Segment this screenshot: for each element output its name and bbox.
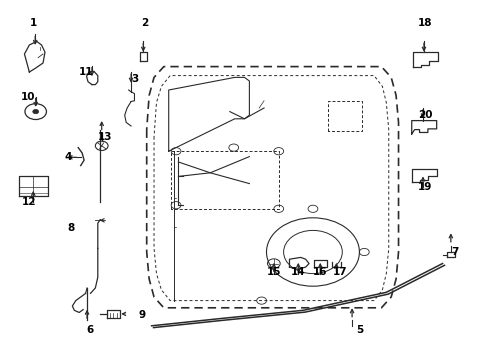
Text: 17: 17 bbox=[332, 267, 346, 277]
Text: 20: 20 bbox=[417, 110, 432, 120]
Text: 15: 15 bbox=[266, 267, 281, 277]
Text: 8: 8 bbox=[67, 222, 74, 233]
Text: 18: 18 bbox=[417, 18, 432, 28]
Text: 7: 7 bbox=[450, 247, 458, 257]
Text: 13: 13 bbox=[98, 132, 112, 142]
Text: 12: 12 bbox=[22, 197, 37, 207]
Circle shape bbox=[33, 109, 39, 114]
Text: 1: 1 bbox=[30, 18, 37, 28]
Text: 6: 6 bbox=[87, 325, 94, 336]
Text: 19: 19 bbox=[417, 182, 432, 192]
Text: 14: 14 bbox=[290, 267, 305, 277]
Text: 2: 2 bbox=[141, 18, 147, 28]
Text: 16: 16 bbox=[312, 267, 327, 277]
Text: 11: 11 bbox=[78, 67, 93, 77]
Text: 9: 9 bbox=[138, 310, 145, 320]
Text: 5: 5 bbox=[355, 325, 362, 336]
Text: 4: 4 bbox=[64, 152, 72, 162]
Text: 3: 3 bbox=[131, 74, 138, 84]
Text: 10: 10 bbox=[21, 92, 36, 102]
